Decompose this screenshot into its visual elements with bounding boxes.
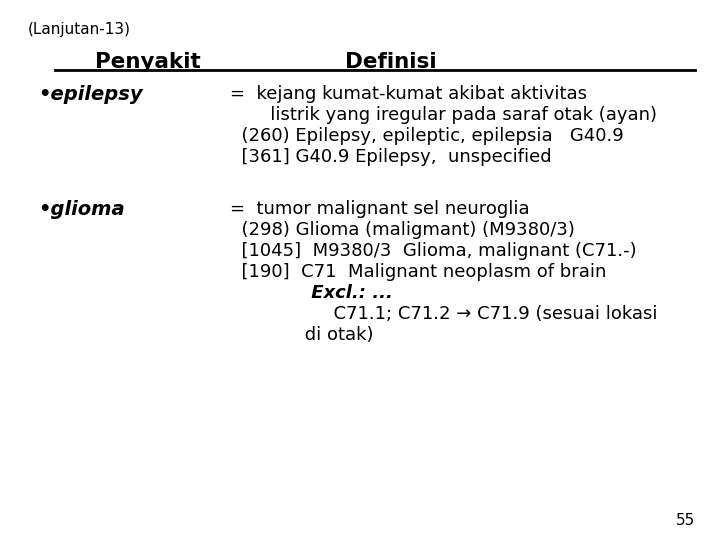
Text: Penyakit: Penyakit <box>95 52 201 72</box>
Text: =  kejang kumat-kumat akibat aktivitas: = kejang kumat-kumat akibat aktivitas <box>230 85 587 103</box>
Text: •glioma: •glioma <box>38 200 125 219</box>
Text: =  tumor malignant sel neuroglia: = tumor malignant sel neuroglia <box>230 200 530 218</box>
Text: (Lanjutan-13): (Lanjutan-13) <box>28 22 131 37</box>
Text: Excl.: ...: Excl.: ... <box>230 284 393 302</box>
Text: [190]  C71  Malignant neoplasm of brain: [190] C71 Malignant neoplasm of brain <box>230 263 606 281</box>
Text: listrik yang iregular pada saraf otak (ayan): listrik yang iregular pada saraf otak (a… <box>230 106 657 124</box>
Text: 55: 55 <box>676 513 695 528</box>
Text: •epilepsy: •epilepsy <box>38 85 143 104</box>
Text: (298) Glioma (maligmant) (M9380/3): (298) Glioma (maligmant) (M9380/3) <box>230 221 575 239</box>
Text: [361] G40.9 Epilepsy,  unspecified: [361] G40.9 Epilepsy, unspecified <box>230 148 552 166</box>
Text: Definisi: Definisi <box>345 52 436 72</box>
Text: C71.1; C71.2 → C71.9 (sesuai lokasi: C71.1; C71.2 → C71.9 (sesuai lokasi <box>230 305 657 323</box>
Text: [1045]  M9380/3  Glioma, malignant (C71.-): [1045] M9380/3 Glioma, malignant (C71.-) <box>230 242 636 260</box>
Text: (260) Epilepsy, epileptic, epilepsia   G40.9: (260) Epilepsy, epileptic, epilepsia G40… <box>230 127 624 145</box>
Text: di otak): di otak) <box>230 326 374 344</box>
